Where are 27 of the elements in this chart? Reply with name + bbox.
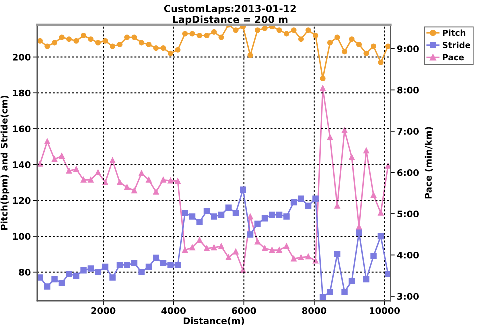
y2-axis-title: Pace (min/km) [424,127,434,199]
y-tick-label: 200 [13,54,31,61]
x-tick-label: 2000 [92,307,116,314]
y2-tick-label: 6:00 [398,169,419,176]
y2-tick-label: 8:00 [398,86,419,94]
y2-tick-label: 4:00 [397,252,419,259]
x-tick-label: 6000 [232,307,256,314]
x-tick-label: 8000 [302,307,327,314]
x-axis-title: Distance(m) [184,317,244,326]
y2-tick-label: 7:00 [398,128,419,136]
y2-tick-label: 9:00 [397,46,419,52]
y2-tick-label: 5:00 [398,210,419,218]
x-tick-label: 4000 [162,307,186,314]
chart-title: CustomLaps:2013-01-12 [164,5,296,14]
y-axis-title: Pitch(bpm) and Stride(cm) [0,96,10,230]
y2-tick-label: 3:00 [398,293,419,300]
y-tick-label: 100 [13,233,31,240]
y-tick-label: 80 [19,269,31,276]
legend-label: Pitch [443,30,466,36]
legend-label: Pace [443,54,464,61]
y-tick-label: 140 [13,162,31,168]
chart-subtitle: LapDistance = 200 m [173,16,288,26]
y-tick-label: 180 [13,90,31,97]
y-tick-label: 120 [13,197,31,204]
y-tick-label: 160 [13,126,31,133]
legend-label: Stride [442,42,471,48]
x-tick-label: 10000 [370,307,400,314]
